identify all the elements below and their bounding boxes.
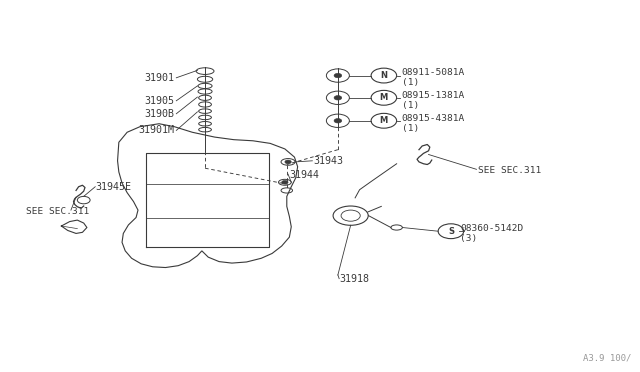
Text: 31918: 31918	[339, 275, 369, 284]
Circle shape	[282, 180, 288, 184]
Circle shape	[334, 73, 342, 78]
Text: M: M	[380, 116, 388, 125]
Text: SEE SEC.311: SEE SEC.311	[478, 166, 541, 175]
Text: N: N	[380, 71, 387, 80]
Text: 3190B: 3190B	[145, 109, 174, 119]
Text: 08911-5081A
(1): 08911-5081A (1)	[402, 68, 465, 87]
Circle shape	[334, 119, 342, 123]
Circle shape	[334, 96, 342, 100]
Text: 31944: 31944	[289, 170, 319, 180]
Text: 08915-1381A
(1): 08915-1381A (1)	[402, 91, 465, 110]
Text: 31943: 31943	[314, 156, 344, 166]
Text: 31945E: 31945E	[95, 182, 131, 192]
Text: A3.9 100/: A3.9 100/	[583, 353, 632, 362]
Text: 31901M: 31901M	[138, 125, 174, 135]
Text: 08360-5142D
(3): 08360-5142D (3)	[461, 224, 524, 243]
Text: SEE SEC.311: SEE SEC.311	[26, 208, 90, 217]
Text: M: M	[380, 93, 388, 102]
Text: 31901: 31901	[145, 73, 174, 83]
Text: S: S	[448, 227, 454, 236]
Text: 31905: 31905	[145, 96, 174, 106]
Circle shape	[285, 160, 291, 164]
Text: 08915-4381A
(1): 08915-4381A (1)	[402, 114, 465, 134]
